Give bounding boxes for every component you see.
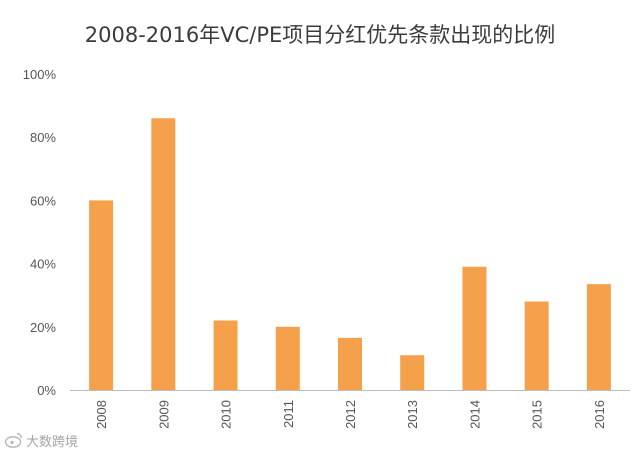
bar-2009 — [151, 118, 176, 391]
y-tick-label: 0% — [37, 383, 56, 398]
watermark-text: 大数跨境 — [26, 435, 79, 450]
bar-2010 — [213, 320, 238, 390]
bar-2016 — [586, 284, 611, 390]
x-tick-label-2012: 2012 — [343, 400, 358, 429]
bar-2015 — [524, 301, 549, 390]
y-tick-label: 100% — [23, 67, 57, 82]
x-tick-label-2013: 2013 — [405, 400, 420, 429]
x-tick-label-2008: 2008 — [94, 400, 109, 429]
y-tick-label: 40% — [30, 257, 56, 272]
x-tick-label-2009: 2009 — [156, 400, 171, 429]
y-tick-label: 60% — [30, 193, 56, 208]
bar-2014 — [462, 266, 487, 390]
x-axis-ticks: 2008 2009 2010 2011 2012 2013 2014 2015 2016 — [94, 400, 607, 429]
y-tick-label: 20% — [30, 320, 56, 335]
x-tick-label-2010: 2010 — [219, 400, 234, 429]
x-tick-label-2016: 2016 — [592, 400, 607, 429]
bar-2008 — [89, 200, 114, 390]
y-axis-ticks: 0% 20% 40% 60% 80% 100% — [23, 67, 57, 398]
bar-2011 — [275, 326, 300, 390]
bar-2013 — [400, 355, 425, 390]
x-tick-label-2011: 2011 — [281, 400, 296, 428]
x-tick-label-2015: 2015 — [530, 400, 545, 429]
bars-group — [89, 118, 611, 391]
y-tick-label: 80% — [30, 130, 56, 145]
x-tick-label-2014: 2014 — [467, 400, 482, 429]
weibo-icon — [4, 430, 24, 450]
chart-title: 2008-2016年VC/PE项目分红优先条款出现的比例 — [85, 23, 556, 47]
bar-2012 — [338, 337, 362, 390]
